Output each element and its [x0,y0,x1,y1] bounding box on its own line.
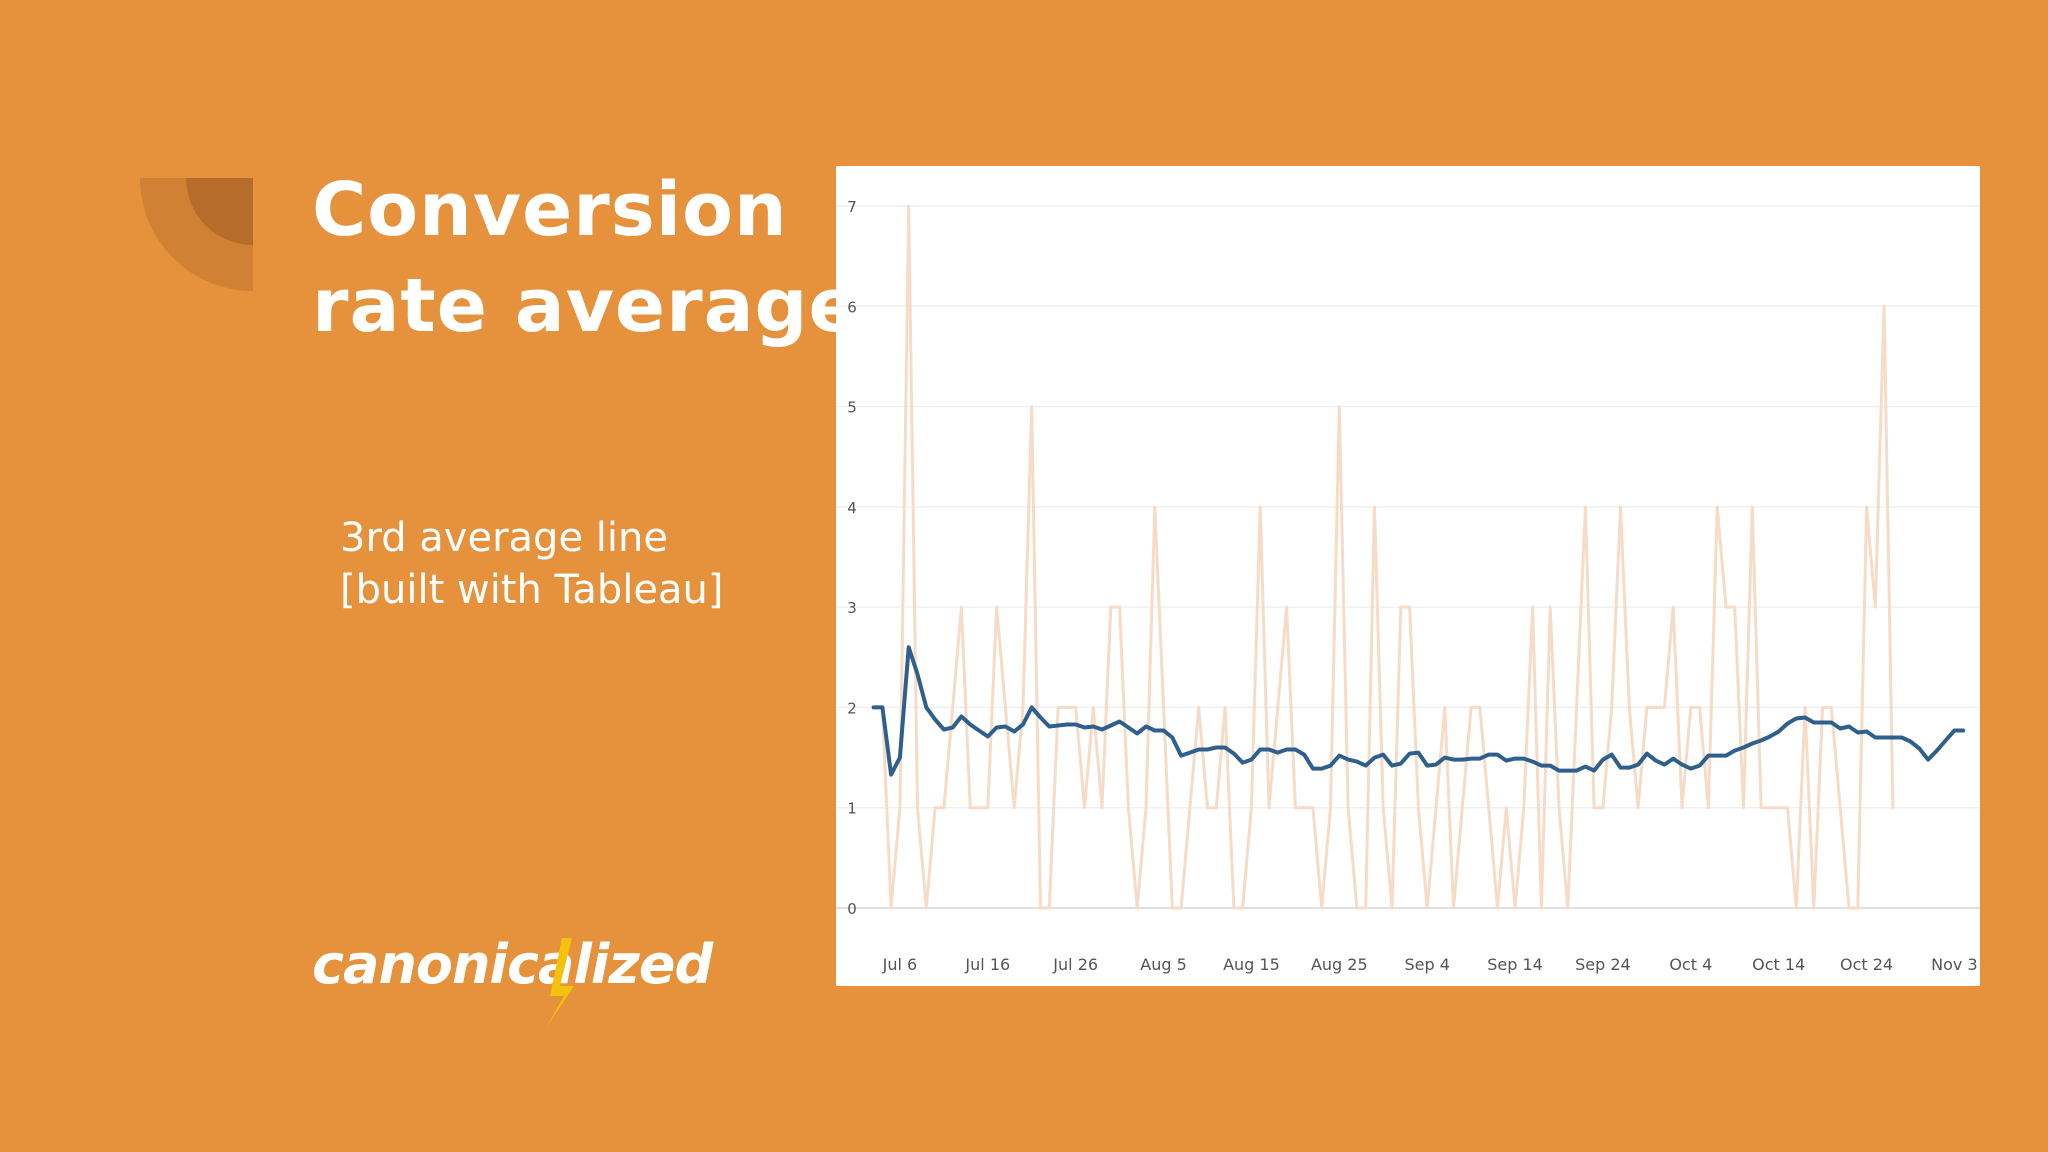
title-line-2: rate average [312,263,860,349]
x-tick-label: Jul 6 [882,955,918,974]
subtitle: 3rd average line [built with Tableau] [340,512,723,616]
brand-logo: canonicalized [312,930,713,1030]
logo-wordmark: canonicalized [312,933,713,996]
y-tick-label: 7 [847,198,857,216]
y-tick-label: 5 [847,399,857,417]
x-tick-label: Oct 14 [1752,955,1805,974]
chart-panel: 0 1 2 3 4 5 6 7 Jul 6 Jul 16 Jul 26 Aug 5 Aug 15 Aug… [836,166,1980,986]
x-tick-label: Jul 16 [964,955,1010,974]
x-tick-label: Aug 15 [1223,955,1280,974]
line-chart: 0 1 2 3 4 5 6 7 Jul 6 Jul 16 Jul 26 Aug 5 Aug 15 Aug… [836,198,1980,974]
series-lines [871,204,1966,910]
y-axis-ticks: 0 1 2 3 4 5 6 7 [847,198,857,918]
y-tick-label: 2 [847,699,857,717]
x-tick-label: Aug 25 [1311,955,1368,974]
y-tick-label: 3 [847,599,857,617]
x-axis-ticks: Jul 6 Jul 16 Jul 26 Aug 5 Aug 15 Aug 25 Sep 4 S… [882,955,1978,974]
y-tick-label: 4 [847,499,857,517]
title-line-1: Conversion [312,167,788,253]
x-tick-label: Oct 4 [1669,955,1712,974]
x-tick-label: Sep 14 [1487,955,1543,974]
average-line [871,645,1966,777]
y-tick-label: 6 [847,298,857,316]
page-title: Conversion rate average [312,162,860,354]
x-tick-label: Sep 4 [1404,955,1449,974]
y-tick-label: 1 [847,800,857,818]
raw-conversion-line [872,204,1895,910]
x-tick-label: Aug 5 [1140,955,1187,974]
x-tick-label: Nov 3 [1931,955,1978,974]
decorative-quarter-circle [140,178,253,291]
subtitle-line-1: 3rd average line [340,515,668,561]
x-tick-label: Oct 24 [1840,955,1893,974]
subtitle-line-2: [built with Tableau] [340,567,724,613]
x-tick-label: Sep 24 [1575,955,1631,974]
x-tick-label: Jul 26 [1052,955,1098,974]
lightning-bolt-icon [546,938,574,1028]
y-tick-label: 0 [847,900,857,918]
